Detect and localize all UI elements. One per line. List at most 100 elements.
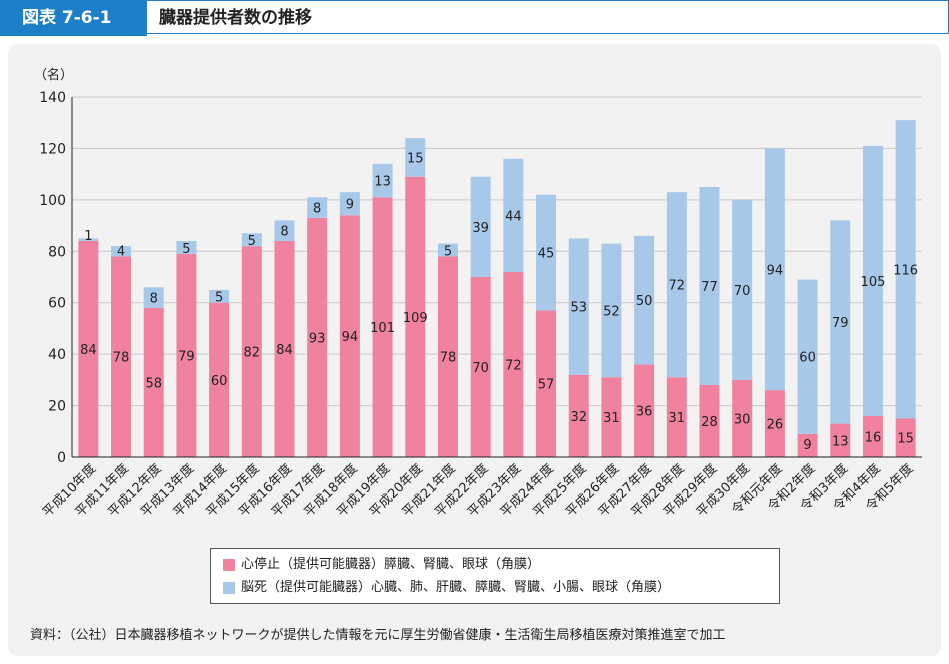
data-label-cardiac: 16 <box>865 430 882 445</box>
data-label-cardiac: 72 <box>505 358 522 373</box>
data-label-brain-death: 4 <box>117 244 125 259</box>
data-label-brain-death: 8 <box>280 225 288 240</box>
data-label-cardiac: 84 <box>276 343 293 358</box>
bar-brain-death <box>274 220 295 241</box>
bar-brain-death <box>503 158 524 272</box>
bar-cardiac <box>241 246 262 457</box>
data-label-brain-death: 105 <box>861 275 886 290</box>
bar-brain-death <box>830 220 851 424</box>
data-label-brain-death: 9 <box>346 198 354 213</box>
data-label-cardiac: 101 <box>370 321 395 336</box>
bar-cardiac <box>372 197 393 458</box>
data-label-cardiac: 58 <box>145 376 162 391</box>
bar-brain-death <box>339 192 360 216</box>
data-label-brain-death: 45 <box>538 247 555 262</box>
data-label-brain-death: 15 <box>407 151 424 166</box>
data-label-cardiac: 57 <box>538 378 555 393</box>
data-label-brain-death: 5 <box>182 242 190 257</box>
y-tick-label: 80 <box>48 244 66 260</box>
legend-item-cardiac: 心停止（提供可能臓器）膵臓、腎臓、眼球（角膜） <box>223 554 540 576</box>
bar-cardiac <box>764 390 785 457</box>
bar-brain-death <box>536 194 557 311</box>
bar-brain-death <box>241 233 262 247</box>
data-label-cardiac: 82 <box>244 346 261 361</box>
data-label-cardiac: 78 <box>113 351 130 366</box>
data-label-cardiac: 109 <box>403 311 428 326</box>
data-label-cardiac: 94 <box>342 330 359 345</box>
bar-brain-death <box>699 187 720 385</box>
y-axis-unit: （名） <box>34 67 73 83</box>
data-label-cardiac: 13 <box>832 434 849 449</box>
legend-label-brain-death: 脳死（提供可能臓器）心臓、肺、肝臓、膵臓、腎臓、小腸、眼球（角膜） <box>241 580 671 595</box>
bar-cardiac <box>895 418 916 457</box>
figure-number: 図表 7-6-1 <box>0 0 147 36</box>
bar-brain-death <box>176 241 197 254</box>
legend-swatch-brain-death <box>223 581 235 594</box>
bar-cardiac <box>176 253 197 457</box>
bar-cardiac <box>274 241 295 457</box>
bar-cardiac <box>797 433 818 457</box>
bar-cardiac <box>568 374 589 457</box>
bar-brain-death <box>895 120 916 419</box>
data-label-brain-death: 5 <box>248 234 256 249</box>
data-label-brain-death: 1 <box>84 229 92 244</box>
bar-cardiac <box>536 310 557 457</box>
data-label-brain-death: 72 <box>669 279 686 294</box>
legend-label-cardiac: 心停止（提供可能臓器）膵臓、腎臓、眼球（角膜） <box>241 557 541 572</box>
bar-cardiac <box>470 277 491 457</box>
data-label-brain-death: 8 <box>150 292 158 307</box>
bar-cardiac <box>666 377 687 457</box>
figure-header: 図表 7-6-1 臓器提供者数の推移 <box>0 0 949 36</box>
data-label-brain-death: 70 <box>734 284 751 299</box>
bar-brain-death <box>437 243 458 257</box>
data-label-brain-death: 94 <box>767 263 784 278</box>
legend: 心停止（提供可能臓器）膵臓、腎臓、眼球（角膜） 脳死（提供可能臓器）心臓、肺、肝… <box>210 548 780 604</box>
data-label-cardiac: 84 <box>80 343 97 358</box>
data-label-cardiac: 9 <box>803 438 811 453</box>
data-label-brain-death: 53 <box>570 301 587 316</box>
bar-brain-death <box>372 163 393 198</box>
data-label-brain-death: 79 <box>832 316 849 331</box>
bar-brain-death <box>666 192 687 378</box>
bar-brain-death <box>143 287 164 308</box>
legend-swatch-cardiac <box>223 558 235 571</box>
data-label-cardiac: 28 <box>701 415 718 430</box>
y-tick-label: 0 <box>57 450 66 466</box>
bar-cardiac <box>862 415 883 457</box>
data-label-brain-death: 52 <box>603 304 620 319</box>
data-label-brain-death: 8 <box>313 202 321 217</box>
bar-cardiac <box>143 307 164 457</box>
bar-brain-death <box>568 238 589 375</box>
bar-brain-death <box>732 199 753 380</box>
data-label-cardiac: 93 <box>309 331 326 346</box>
figure-title: 臓器提供者数の推移 <box>147 0 949 34</box>
data-label-cardiac: 78 <box>440 351 457 366</box>
data-label-brain-death: 5 <box>444 244 452 259</box>
bar-brain-death <box>601 243 622 378</box>
bar-cardiac <box>601 377 622 457</box>
data-label-cardiac: 60 <box>211 374 228 389</box>
bar-brain-death <box>764 148 785 391</box>
data-label-cardiac: 36 <box>636 405 653 420</box>
bar-cardiac <box>634 364 655 457</box>
bar-brain-death <box>111 246 132 257</box>
data-label-cardiac: 26 <box>767 418 784 433</box>
y-tick-label: 140 <box>39 90 66 106</box>
bar-cardiac <box>437 256 458 457</box>
bar-brain-death <box>470 176 491 277</box>
data-label-brain-death: 77 <box>701 280 718 295</box>
data-label-cardiac: 32 <box>570 410 587 425</box>
bar-cardiac <box>209 302 230 457</box>
y-tick-label: 20 <box>48 399 66 415</box>
data-label-brain-death: 39 <box>472 221 489 236</box>
data-label-cardiac: 30 <box>734 412 751 427</box>
data-label-cardiac: 15 <box>897 432 914 447</box>
bar-cardiac <box>830 423 851 457</box>
bar-cardiac <box>732 379 753 457</box>
bar-cardiac <box>111 256 132 457</box>
bar-cardiac <box>405 176 426 457</box>
y-tick-label: 40 <box>48 347 66 363</box>
data-label-brain-death: 5 <box>215 291 223 306</box>
legend-item-brain-death: 脳死（提供可能臓器）心臓、肺、肝臓、膵臓、腎臓、小腸、眼球（角膜） <box>223 577 670 599</box>
